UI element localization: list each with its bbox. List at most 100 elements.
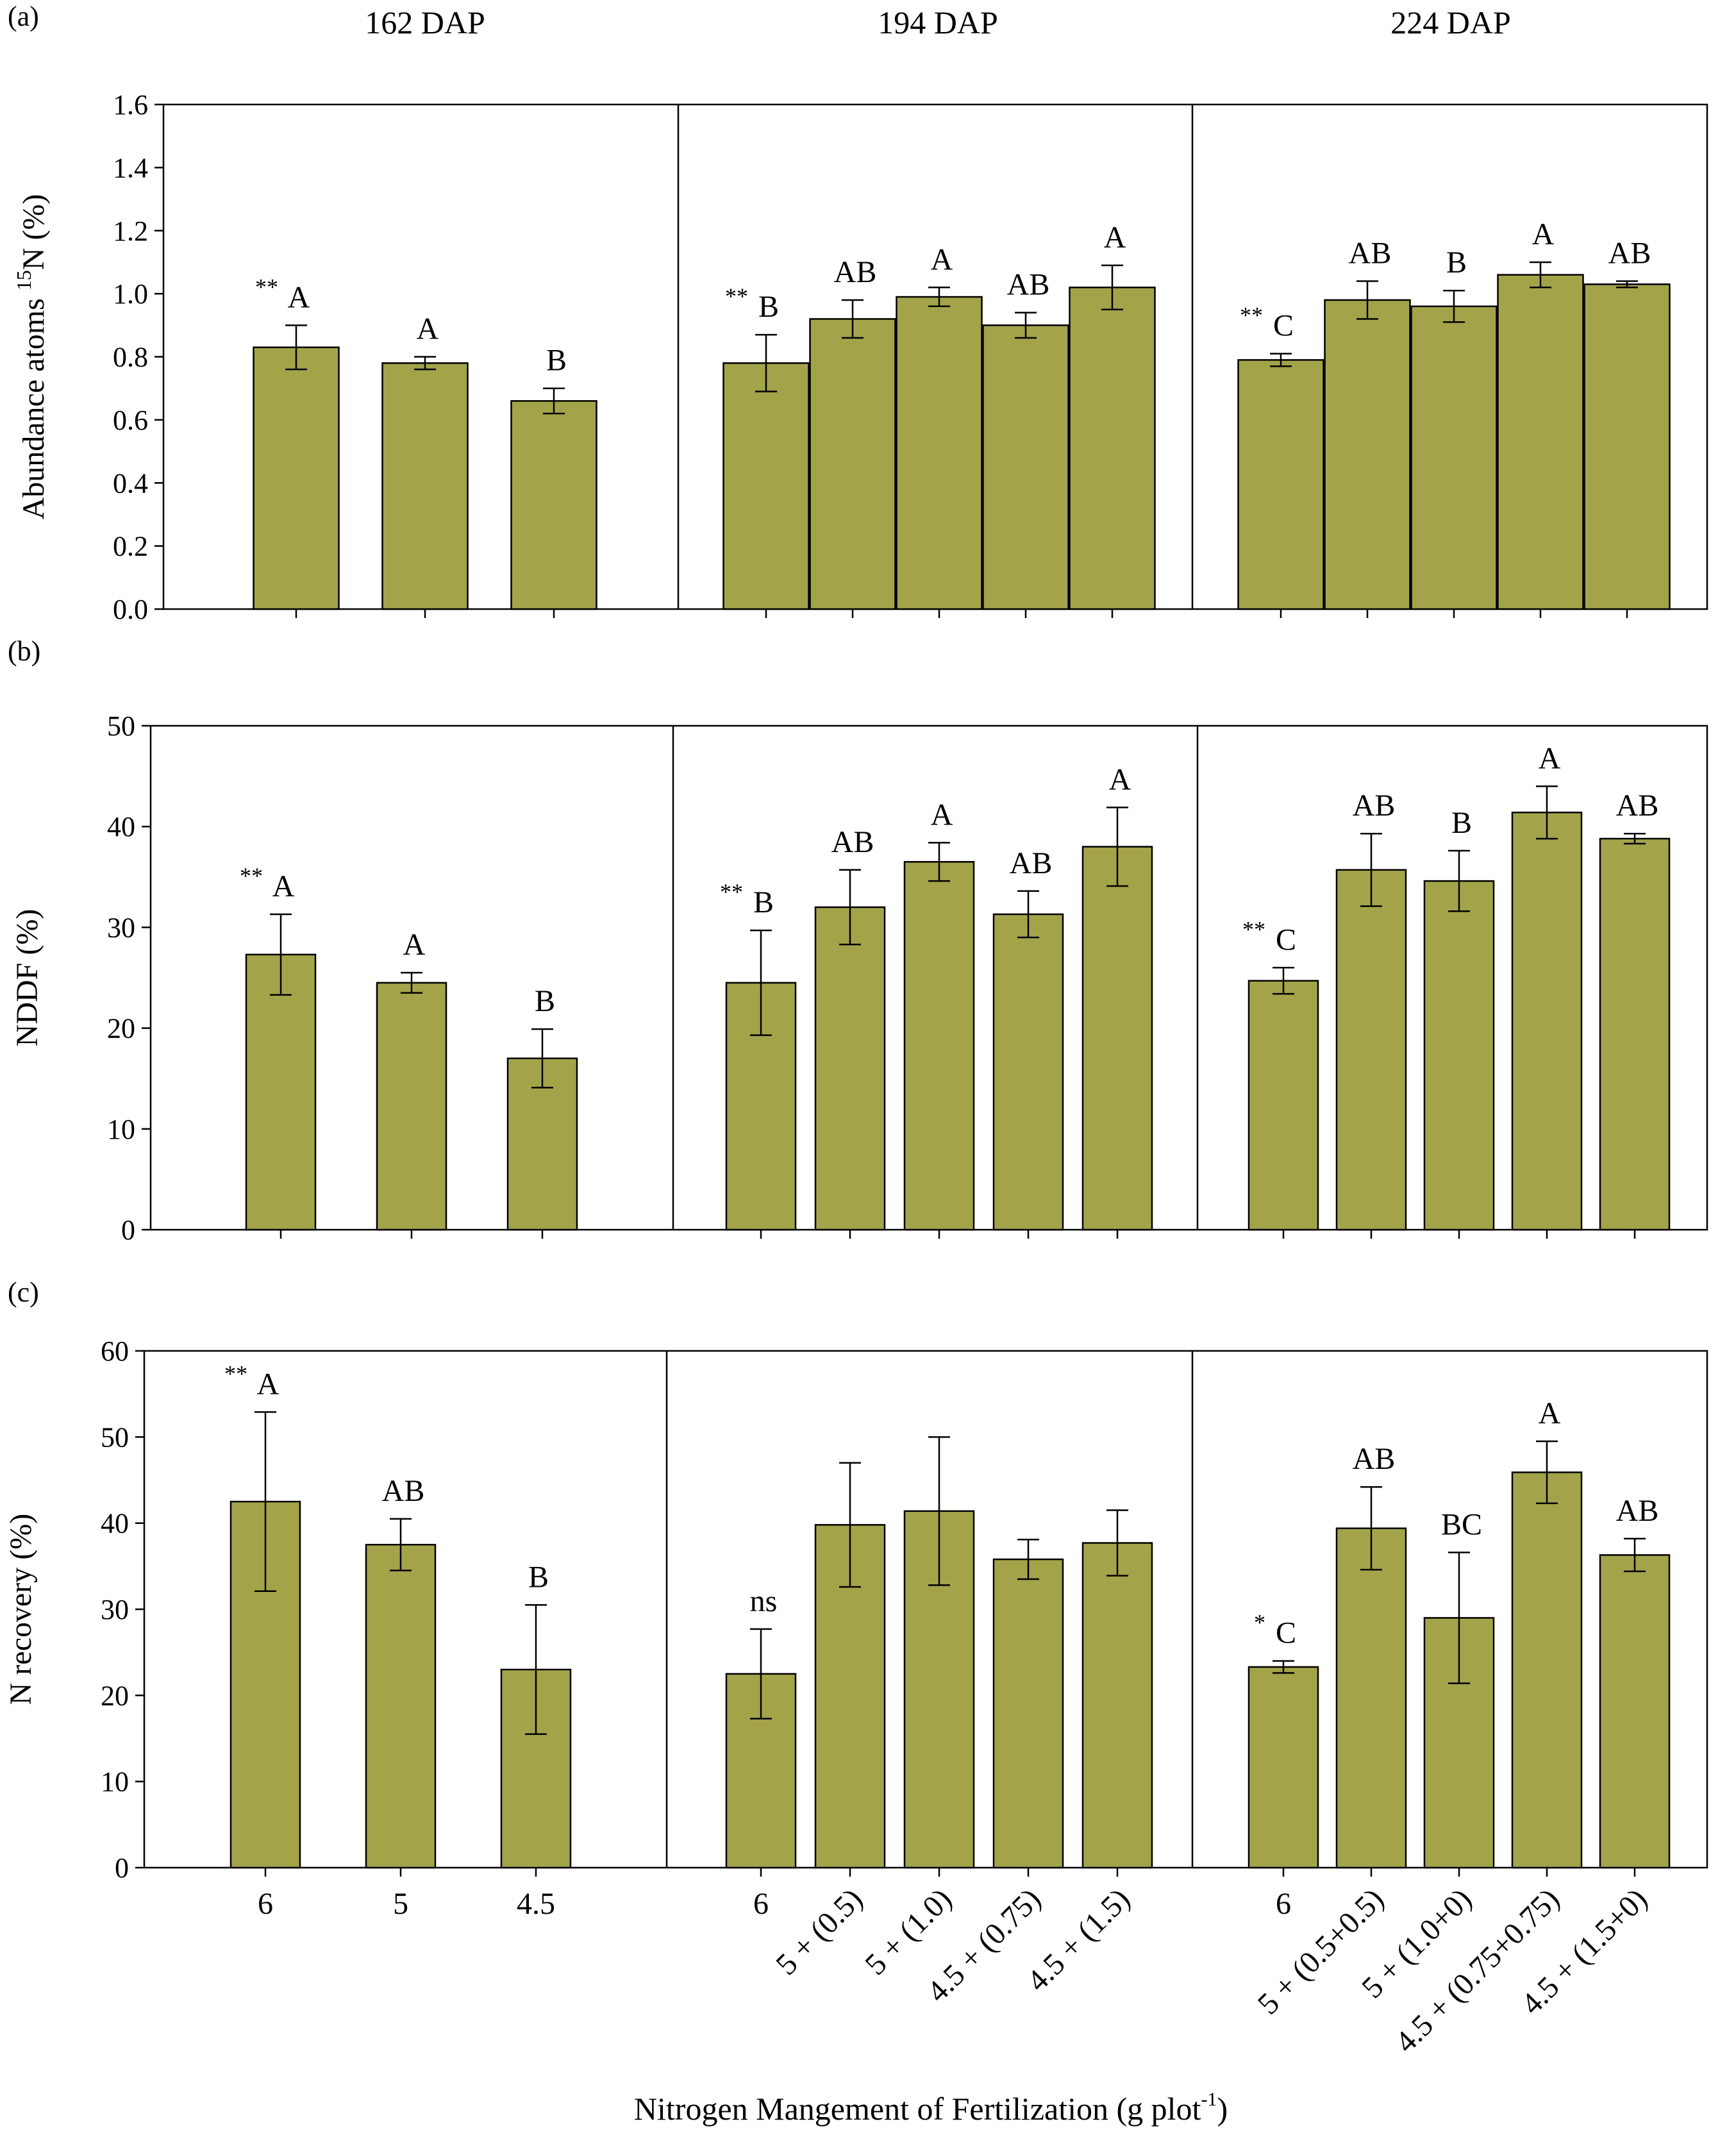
bar xyxy=(1583,283,1671,610)
y-tick-label: 20 xyxy=(101,1680,129,1711)
panel-label: (c) xyxy=(8,1277,39,1308)
bar xyxy=(992,1558,1064,1869)
y-axis-label-end: N (%) xyxy=(17,194,51,271)
y-tick-label: 0.8 xyxy=(113,342,148,373)
significance-letter: AB xyxy=(1616,1494,1659,1528)
significance-letter: A xyxy=(1104,221,1126,255)
significance-letter: A xyxy=(931,242,953,276)
significance-asterisk: ** xyxy=(240,863,263,889)
significance-letter: A xyxy=(417,312,439,346)
significance-letter: C xyxy=(1276,923,1296,957)
significance-letter: A xyxy=(257,1367,280,1401)
y-tick-label: 0.4 xyxy=(113,467,148,499)
bar xyxy=(253,346,340,610)
significance-letter: A xyxy=(931,798,953,832)
group-title-194-dap: 194 DAP xyxy=(878,4,998,40)
bar xyxy=(903,860,975,1231)
y-tick-label: 0 xyxy=(121,1214,135,1246)
significance-letter: AB xyxy=(1353,789,1396,823)
bar xyxy=(1497,274,1584,610)
significance-letter: A xyxy=(1532,217,1555,251)
significance-asterisk: * xyxy=(1254,1610,1265,1636)
bar xyxy=(1599,1554,1671,1869)
y-axis-label-main: NDDF (%) xyxy=(10,909,44,1047)
significance-letter: B xyxy=(546,344,567,378)
bar xyxy=(1081,1542,1153,1869)
panel-a: (a) 0.0 0.2 0.4 0.6 0.8 1.0 1.2 1.4 1.6 Abundance … xyxy=(8,1,1708,625)
bar xyxy=(1081,846,1153,1231)
group-titles: 162 DAP 194 DAP 224 DAP xyxy=(365,4,1511,40)
x-axis-title-end: ) xyxy=(1217,2091,1228,2127)
bar xyxy=(1248,980,1319,1231)
bar xyxy=(1511,1471,1583,1869)
significance-letter: A xyxy=(403,928,426,962)
y-axis-label-main: N recovery (%) xyxy=(4,1514,38,1705)
bar xyxy=(245,953,317,1231)
significance-letter: AB xyxy=(1007,268,1050,302)
significance-letter: B xyxy=(1446,246,1467,280)
y-tick-label: 1.6 xyxy=(113,89,148,121)
significance-letter: A xyxy=(1539,1396,1561,1430)
significance-letter: ns xyxy=(750,1584,778,1618)
bar xyxy=(722,362,810,610)
panels: (a) 0.0 0.2 0.4 0.6 0.8 1.0 1.2 1.4 1.6 Abundance … xyxy=(4,1,1708,1884)
bar xyxy=(1324,299,1411,610)
significance-letter: A xyxy=(1539,741,1561,775)
bar xyxy=(1069,287,1156,610)
significance-letter: C xyxy=(1276,1616,1296,1650)
significance-letter: AB xyxy=(1608,236,1651,270)
x-tick-labels: 6 5 4.5 6 5 + (0.5)5 + (1.0)4.5 + (0.75)4.5 … xyxy=(258,1882,1654,2059)
y-tick-label: 1.4 xyxy=(113,152,148,183)
significance-asterisk: ** xyxy=(224,1361,247,1386)
bar xyxy=(809,318,896,610)
bar xyxy=(365,1544,437,1869)
bar xyxy=(1423,880,1495,1231)
significance-letter: C xyxy=(1273,309,1294,343)
x-tick-label: 5 + (0.5+0.5) xyxy=(1251,1882,1390,2021)
bar xyxy=(1599,837,1671,1231)
x-tick-label: 4.5 xyxy=(517,1887,555,1921)
panel-label: (a) xyxy=(8,1,39,32)
x-tick-label: 6 xyxy=(753,1887,769,1921)
significance-asterisk: ** xyxy=(255,274,278,299)
x-tick-label: 6 xyxy=(258,1887,273,1921)
y-tick-label: 0 xyxy=(115,1852,129,1884)
y-tick-label: 40 xyxy=(101,1508,129,1539)
panel-label: (b) xyxy=(8,635,40,667)
y-axis-label: NDDF (%) xyxy=(10,909,44,1047)
bar xyxy=(376,982,447,1231)
bar xyxy=(1410,305,1498,610)
y-tick-label: 10 xyxy=(101,1766,129,1798)
y-tick-label: 40 xyxy=(107,811,135,842)
x-axis-title-main: Nitrogen Mangement of Fertilization (g p… xyxy=(634,2091,1201,2127)
x-axis-title: Nitrogen Mangement of Fertilization (g p… xyxy=(634,2089,1228,2127)
significance-letter: A xyxy=(1109,762,1131,796)
significance-letter: AB xyxy=(1616,789,1659,823)
y-tick-label: 50 xyxy=(107,710,135,742)
x-tick-label: 6 xyxy=(1276,1887,1291,1921)
significance-letter: B xyxy=(753,885,774,919)
significance-letter: B xyxy=(535,984,555,1018)
significance-letter: AB xyxy=(1353,1442,1396,1476)
significance-letter: AB xyxy=(831,825,874,859)
significance-letter: AB xyxy=(1349,236,1392,270)
significance-letter: A xyxy=(288,280,310,314)
significance-letter: B xyxy=(528,1560,549,1594)
significance-letter: BC xyxy=(1441,1507,1482,1541)
significance-letter: B xyxy=(758,290,779,324)
y-axis-label: N recovery (%) xyxy=(4,1514,38,1705)
x-tick-label: 5 xyxy=(393,1887,408,1921)
significance-letter: AB xyxy=(382,1474,425,1508)
y-axis-label-sup: 15 xyxy=(12,270,35,290)
x-tick-label: 4.5 + (0.75+0.75) xyxy=(1389,1882,1566,2059)
group-title-224-dap: 224 DAP xyxy=(1390,4,1511,40)
y-axis-label-main: Abundance atoms xyxy=(17,290,51,519)
bar xyxy=(1248,1666,1319,1869)
significance-letter: B xyxy=(1451,806,1472,840)
y-tick-label: 30 xyxy=(101,1594,129,1625)
y-tick-label: 0.2 xyxy=(113,531,148,562)
y-tick-label: 30 xyxy=(107,912,135,943)
y-tick-label: 10 xyxy=(107,1114,135,1145)
significance-letter: A xyxy=(272,869,295,903)
